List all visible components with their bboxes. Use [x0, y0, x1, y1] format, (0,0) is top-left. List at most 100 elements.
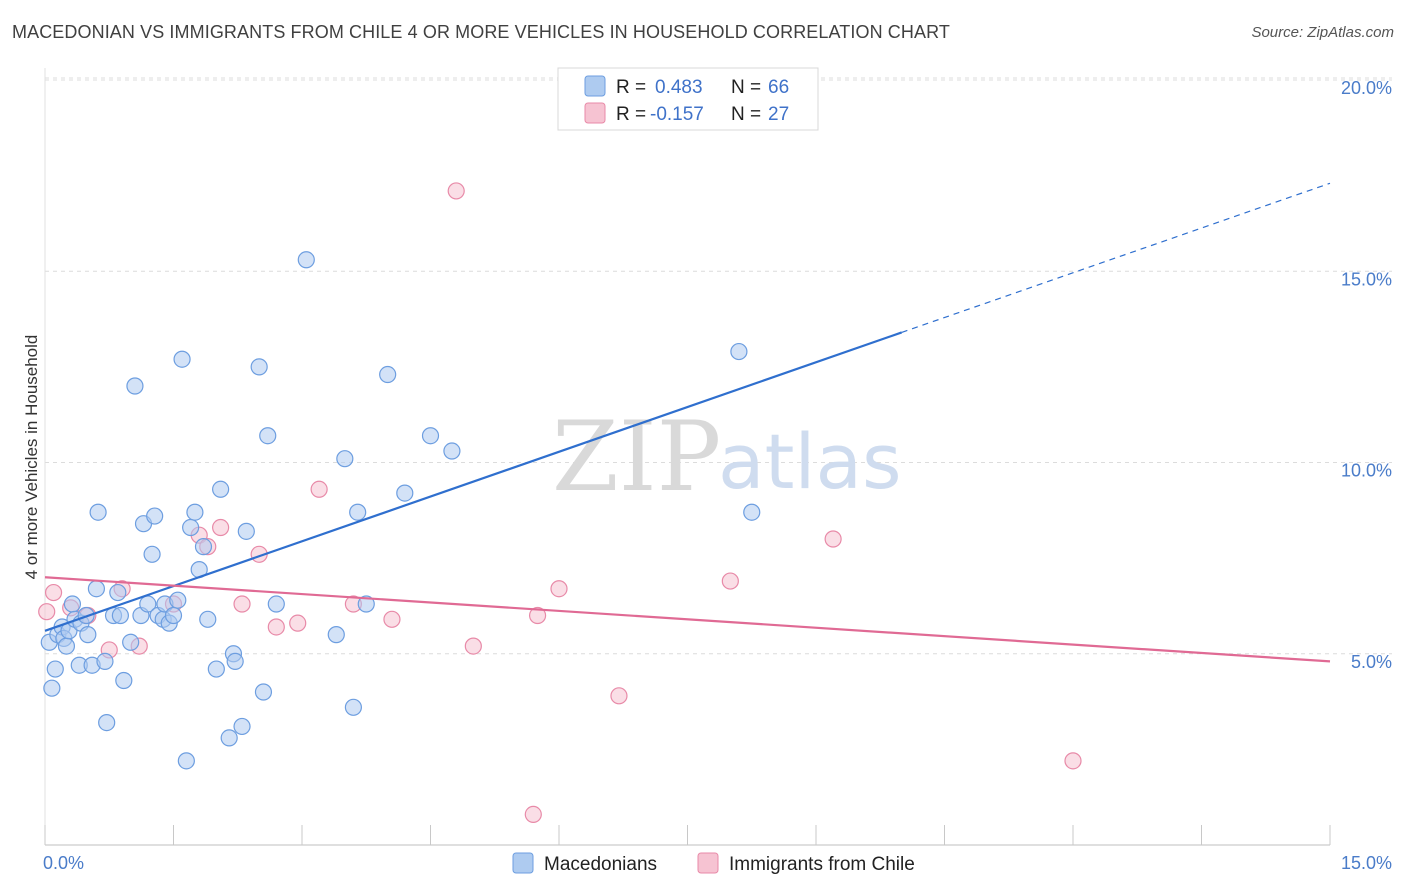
macedonians-point-17	[96, 652, 114, 671]
macedonians-point-15	[87, 580, 106, 598]
y-tick-label-2: 15.0%	[1341, 269, 1392, 289]
macedonians-point-8	[63, 595, 82, 613]
macedonians-point-53	[267, 595, 285, 613]
y-tick-label-0: 5.0%	[1351, 652, 1392, 672]
macedonians-point-51	[254, 683, 273, 701]
macedonians-point-22	[115, 671, 133, 690]
watermark: ZIP atlas	[552, 401, 902, 513]
macedonians-point-13	[79, 626, 97, 644]
chile-point-9	[212, 518, 230, 537]
legend-r-value-2: -0.157	[650, 104, 704, 125]
chile-point-10	[233, 595, 251, 613]
macedonians-point-42	[199, 610, 217, 628]
watermark-atlas: atlas	[718, 417, 902, 506]
macedonians-point-47	[226, 652, 244, 671]
macedonians-point-24	[126, 377, 144, 395]
chart-title: MACEDONIAN VS IMMIGRANTS FROM CHILE 4 OR…	[12, 22, 950, 42]
macedonians-point-56	[336, 450, 354, 468]
y-axis-label: 4 or more Vehicles in Household	[22, 335, 41, 580]
macedonians-point-45	[220, 729, 238, 747]
macedonians-point-44	[212, 480, 230, 498]
macedonians-point-63	[443, 442, 461, 460]
macedonians-point-49	[237, 522, 255, 540]
chile-point-18	[464, 637, 482, 655]
chile-point-21	[550, 580, 568, 598]
macedonians-point-20	[109, 583, 127, 602]
macedonians-point-6	[57, 637, 76, 655]
legend-swatch-macedonians	[584, 75, 606, 97]
macedonians-trend-extension	[901, 182, 1331, 334]
grid-layer	[45, 77, 1392, 655]
legend-swatch-chile	[584, 102, 606, 124]
x-tick-labels: 0.0% 15.0%	[43, 853, 1392, 873]
macedonians-point-65	[743, 503, 761, 521]
legend-r-value-1: 0.483	[655, 77, 703, 98]
macedonians-point-41	[194, 538, 213, 556]
chile-trend-line	[44, 576, 1331, 663]
chile-point-17	[447, 182, 465, 200]
macedonians-point-36	[173, 350, 191, 368]
macedonians-point-62	[421, 427, 440, 445]
macedonians-point-64	[730, 342, 748, 361]
top-legend: R = 0.483 N = 66 R = -0.157 N = 27	[557, 67, 819, 131]
legend-n-value-2: 27	[768, 104, 789, 125]
macedonians-point-54	[297, 251, 315, 269]
macedonians-point-58	[349, 503, 367, 521]
trend-layer	[44, 182, 1331, 663]
chile-point-26	[44, 583, 63, 602]
macedonians-point-37	[177, 752, 195, 770]
legend-r-label-1: R =	[616, 77, 646, 98]
chile-point-16	[383, 610, 401, 628]
macedonians-point-43	[207, 660, 225, 678]
macedonians-point-60	[379, 365, 397, 384]
macedonians-point-16	[89, 503, 107, 521]
chile-point-24	[824, 530, 842, 548]
macedonians-trend-line	[44, 331, 903, 632]
chile-point-23	[721, 572, 739, 590]
bottom-legend: Macedonians Immigrants from Chile	[512, 852, 915, 875]
chile-point-22	[610, 687, 628, 705]
axis-layer	[44, 68, 1331, 846]
macedonians-point-35	[169, 591, 187, 609]
bottom-legend-swatch-macedonians	[512, 852, 534, 874]
chile-point-0	[38, 603, 56, 621]
chile-point-13	[289, 614, 307, 632]
macedonians-point-28	[143, 545, 161, 563]
chile-point-12	[267, 618, 285, 636]
x-tick-label-max: 15.0%	[1341, 853, 1392, 873]
macedonians-point-23	[122, 633, 140, 651]
macedonians-point-59	[357, 595, 375, 613]
macedonians-point-21	[111, 606, 129, 625]
macedonians-point-18	[98, 713, 116, 732]
chile-point-20	[528, 606, 547, 625]
macedonians-point-34	[164, 606, 183, 625]
legend-n-label-2: N =	[731, 104, 761, 125]
source-label: Source: ZipAtlas.com	[1251, 24, 1394, 41]
macedonians-point-50	[250, 358, 268, 376]
macedonians-point-1	[43, 679, 61, 697]
chile-point-14	[310, 480, 328, 498]
macedonians-point-48	[233, 717, 251, 736]
macedonians-point-57	[344, 698, 362, 716]
chile-point-19	[524, 805, 542, 824]
bottom-legend-label-macedonians: Macedonians	[544, 854, 657, 875]
y-tick-label-3: 20.0%	[1341, 78, 1392, 98]
macedonians-point-61	[396, 484, 414, 502]
macedonians-point-2	[46, 660, 64, 678]
chile-point-25	[1064, 752, 1082, 770]
legend-r-label-2: R =	[616, 104, 646, 125]
series-macedonians-points	[40, 251, 761, 770]
y-tick-label-1: 10.0%	[1341, 461, 1392, 481]
bottom-legend-swatch-chile	[697, 852, 719, 874]
macedonians-point-39	[186, 503, 204, 521]
watermark-zip: ZIP	[552, 401, 721, 513]
macedonians-point-55	[327, 626, 345, 644]
x-tick-label-min: 0.0%	[43, 853, 84, 873]
legend-n-label-1: N =	[731, 77, 761, 98]
macedonians-point-52	[259, 427, 277, 445]
macedonians-point-29	[146, 507, 164, 525]
macedonians-point-38	[182, 518, 200, 537]
legend-n-value-1: 66	[768, 77, 789, 98]
y-tick-labels: 5.0% 10.0% 15.0% 20.0%	[1341, 78, 1392, 672]
